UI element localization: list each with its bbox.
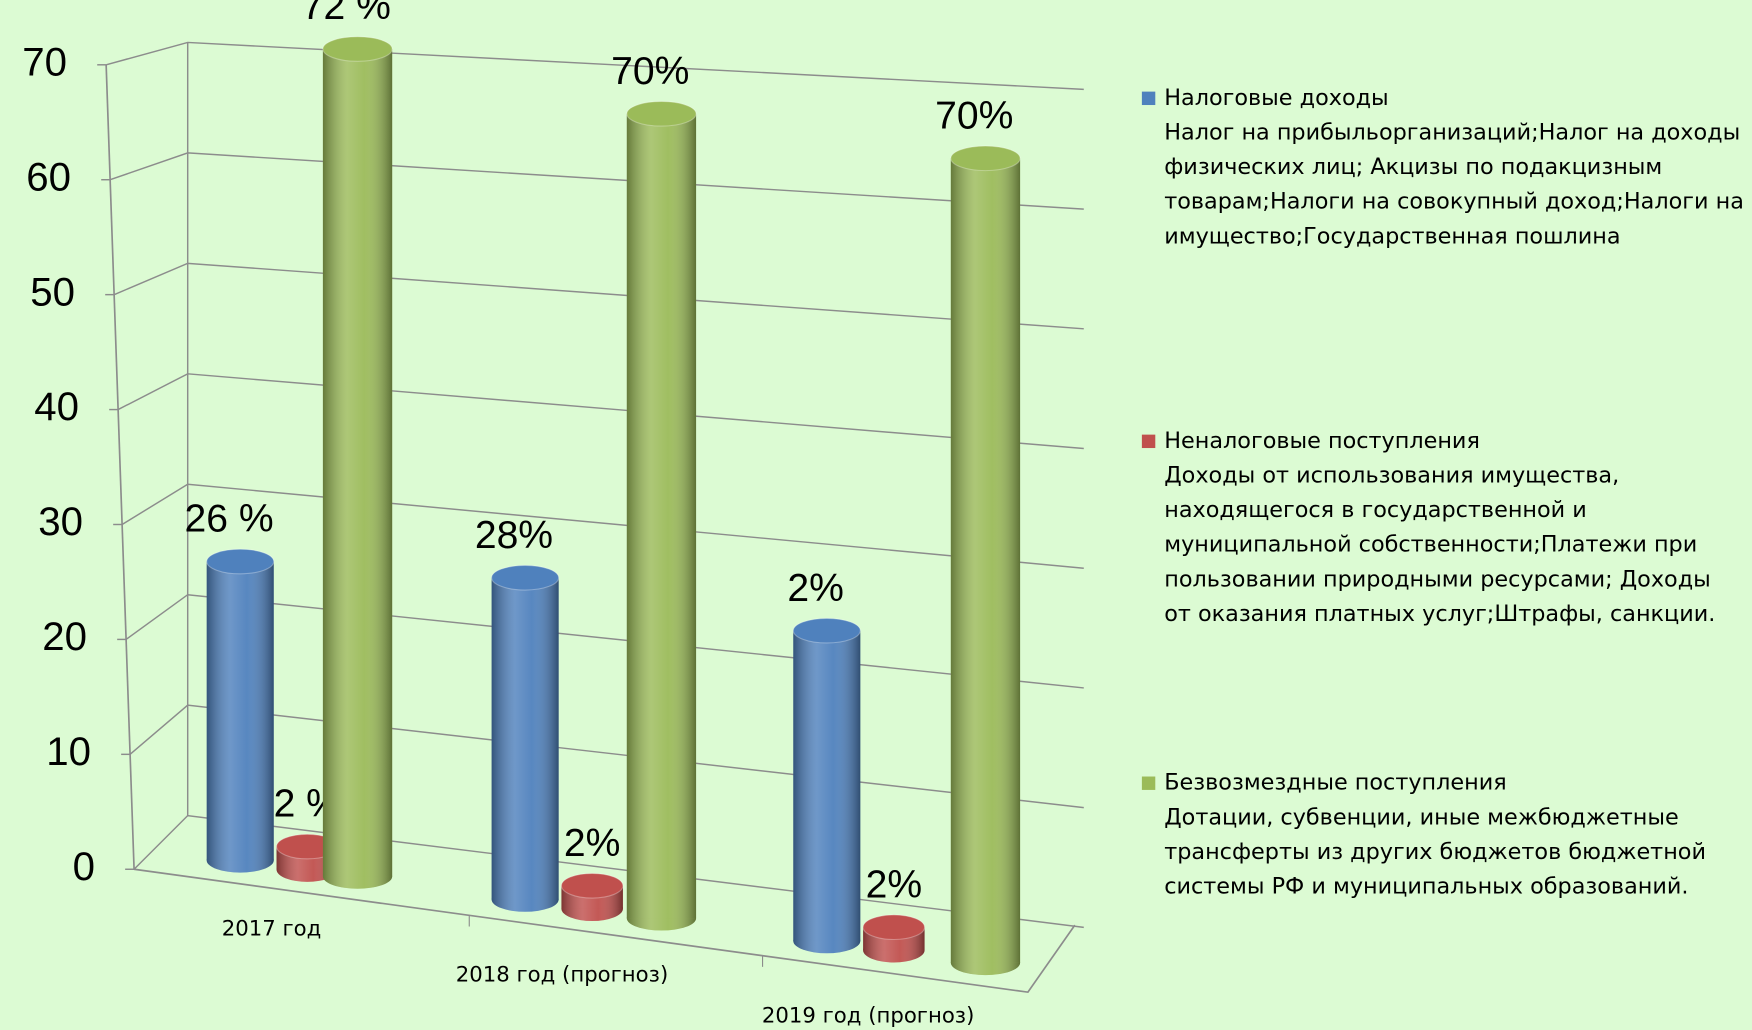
data-label: 2% [787, 567, 844, 610]
y-tick-label: 10 [46, 729, 91, 774]
legend-description: муниципальной собственности;Платежи при [1164, 532, 1697, 558]
bar-top [792, 617, 861, 644]
bar-body-shade [322, 49, 393, 877]
y-tick-label: 0 [73, 844, 95, 889]
floor-edge [133, 868, 1076, 994]
legend-description: трансферты из других бюджетов бюджетной [1164, 839, 1706, 865]
legend-description: физических лиц; Акцизы по подакцизным [1164, 154, 1662, 180]
y-tick-label: 70 [22, 39, 67, 84]
bar-top [322, 36, 393, 62]
legend-description: Доходы от использования имущества, [1164, 462, 1619, 488]
bar-top [206, 548, 275, 575]
data-label: 26 % [184, 498, 273, 541]
bar-body-shade [793, 630, 861, 941]
legend-swatch [1141, 434, 1156, 449]
bar-body-shade [491, 577, 559, 900]
legend-label: Налоговые доходы [1164, 85, 1388, 111]
bar-body-shade [206, 561, 274, 861]
x-tick-label: 2017 год [222, 917, 322, 942]
data-label: 2% [866, 863, 923, 906]
x-tick-label: 2019 год (прогноз) [762, 1004, 974, 1029]
legend-swatch [1141, 91, 1156, 106]
bar [862, 914, 926, 963]
y-tick-label: 60 [26, 154, 71, 199]
legend-description: пользовании природными ресурсами; Доходы [1164, 566, 1711, 592]
legend-description: имущество;Государственная пошлина [1164, 223, 1620, 249]
legend-description: Налог на прибыльорганизаций;Налог на дох… [1164, 119, 1740, 145]
y-tick-label: 40 [34, 384, 79, 429]
bar-top [560, 872, 624, 899]
bar-body-shade [950, 158, 1021, 963]
bar [950, 145, 1021, 976]
data-label: 70% [611, 50, 689, 93]
bar [626, 100, 697, 931]
bar-top [862, 914, 926, 941]
legend-label: Неналоговые поступления [1164, 428, 1480, 454]
bar [792, 617, 861, 954]
bar [206, 548, 275, 873]
plot: 0 10 20 30 40 50 60 70 2017 год 2018 год (прогноз… [22, 0, 1744, 1029]
legend-label: Безвозмездные поступления [1164, 770, 1506, 796]
legend-description: находящегося в государственной и [1164, 497, 1587, 523]
legend-description: Дотации, субвенции, иные межбюджетные [1164, 804, 1678, 830]
legend-description: товарам;Налоги на совокупный доход;Налог… [1164, 189, 1744, 215]
legend-swatch [1141, 776, 1156, 790]
x-tick-label: 2018 год (прогноз) [456, 962, 668, 987]
bar-top [950, 145, 1021, 172]
bar-body-shade [626, 113, 697, 919]
data-label: 72 % [302, 0, 391, 28]
y-tick-label: 30 [38, 499, 83, 544]
data-label: 70% [935, 94, 1013, 137]
data-label: 28% [475, 514, 553, 557]
y-tick-label: 20 [42, 614, 87, 659]
bar-top [626, 100, 697, 127]
data-label: 2% [564, 822, 621, 865]
y-axis [105, 64, 135, 870]
bar [275, 833, 339, 882]
legend-description: от оказания платных услуг;Штрафы, санкци… [1164, 601, 1715, 627]
bar [491, 564, 560, 912]
legend-description: системы РФ и муниципальных образований. [1164, 874, 1688, 900]
bar [322, 36, 393, 889]
bar [560, 872, 624, 922]
y-tick-label: 50 [30, 269, 75, 314]
bar-top [491, 564, 560, 591]
